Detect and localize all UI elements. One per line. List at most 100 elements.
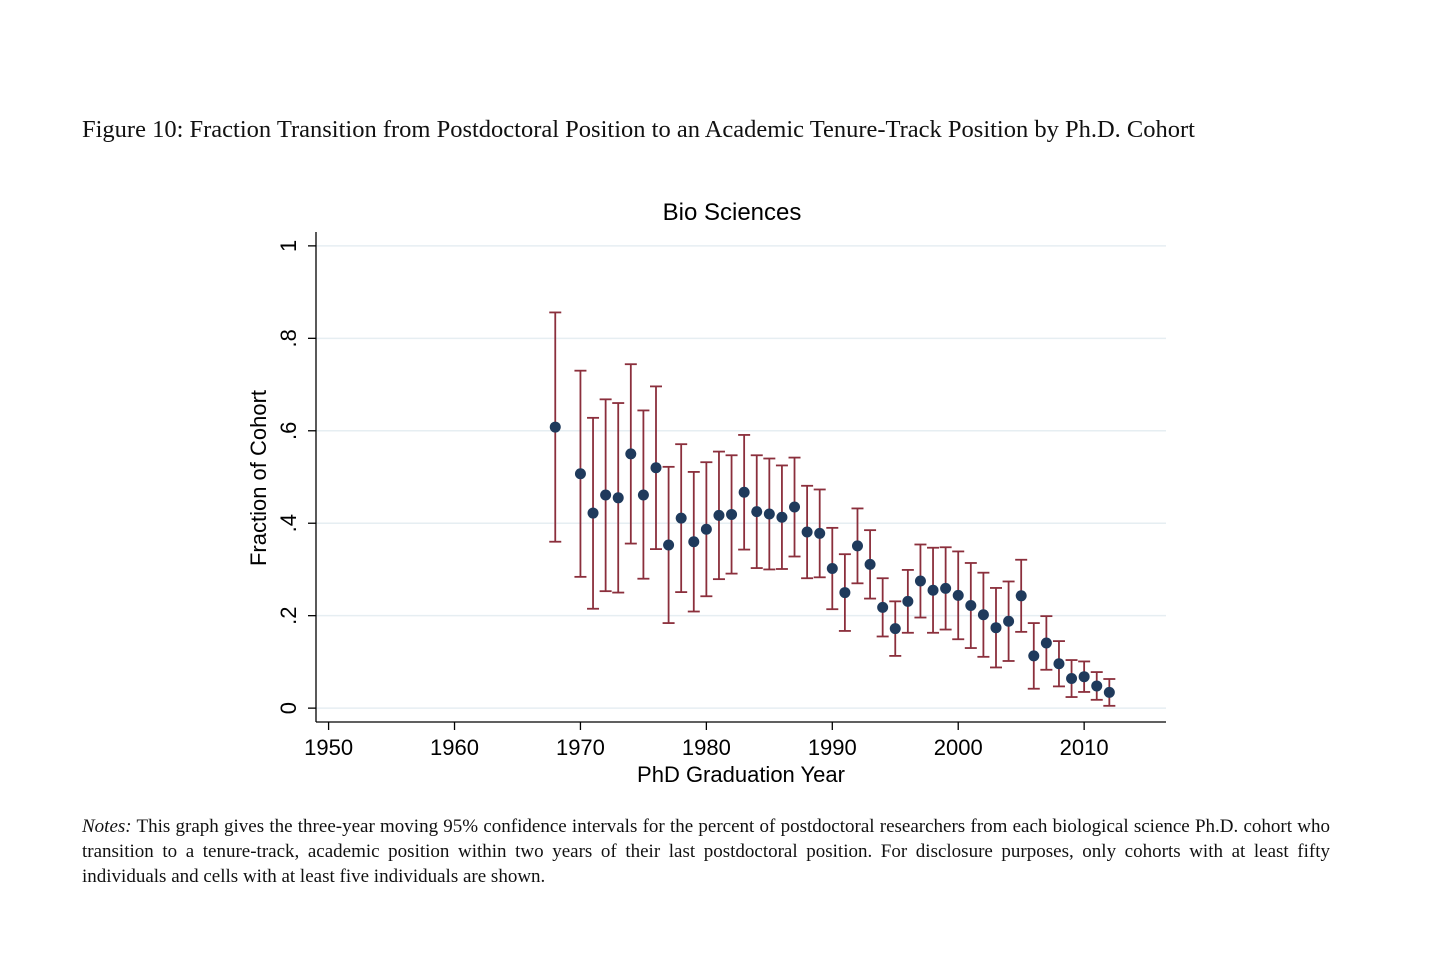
y-axis-label: Fraction of Cohort — [246, 390, 271, 566]
data-point-marker — [1078, 671, 1090, 683]
data-point-group — [901, 569, 914, 634]
data-point-group — [1103, 678, 1116, 707]
data-point-marker — [851, 540, 863, 552]
data-point-marker — [839, 587, 851, 599]
data-point-marker — [864, 558, 876, 570]
data-point-marker — [1003, 615, 1015, 627]
figure-notes: Notes: This graph gives the three-year m… — [82, 814, 1330, 889]
data-point-marker — [877, 601, 889, 613]
data-point-marker — [574, 468, 586, 480]
data-point-group — [725, 454, 738, 575]
data-point-marker — [902, 595, 914, 607]
data-point-marker — [1053, 658, 1065, 670]
data-point-marker — [1066, 673, 1078, 685]
notes-text: This graph gives the three-year moving 9… — [82, 816, 1330, 887]
data-point-group — [775, 464, 788, 570]
data-point-group — [964, 562, 977, 649]
data-point-marker — [600, 489, 612, 501]
data-point-group — [750, 454, 763, 569]
data-point-group — [549, 311, 562, 543]
data-point-marker — [650, 462, 662, 474]
data-point-group — [813, 488, 826, 579]
data-point-marker — [612, 492, 624, 504]
axes: 0 .2 .4 .6 .8 1 1950 1960 1970 1980 1990 2000 2010 — [276, 232, 1166, 760]
x-tick-label: 2000 — [934, 735, 983, 760]
data-point-group — [1052, 640, 1065, 688]
data-point-marker — [1028, 650, 1040, 662]
data-point-marker — [763, 508, 775, 520]
y-tick-label: .6 — [276, 422, 301, 440]
data-point-group — [851, 507, 864, 585]
data-point-group — [1040, 615, 1053, 671]
data-point-group — [1015, 558, 1028, 633]
data-point-marker — [801, 526, 813, 538]
data-point-marker — [713, 509, 725, 521]
data-point-marker — [952, 589, 964, 601]
data-marks — [549, 311, 1116, 707]
data-point-group — [939, 546, 952, 631]
data-point-marker — [814, 527, 826, 539]
data-point-group — [574, 369, 587, 578]
data-point-marker — [776, 511, 788, 523]
data-point-group — [1090, 671, 1103, 701]
data-point-marker — [726, 508, 738, 520]
data-point-group — [738, 434, 751, 551]
data-point-marker — [977, 609, 989, 621]
data-point-group — [700, 461, 713, 598]
data-point-group — [876, 577, 889, 638]
grid-lines — [316, 245, 1166, 709]
data-point-group — [687, 471, 700, 613]
data-point-group — [826, 526, 839, 611]
data-point-group — [624, 363, 637, 545]
data-point-marker — [889, 623, 901, 635]
data-point-marker — [826, 563, 838, 575]
data-point-group — [952, 550, 965, 641]
data-point-marker — [700, 523, 712, 535]
data-point-marker — [675, 512, 687, 524]
x-tick-label: 1990 — [808, 735, 857, 760]
data-point-group — [864, 529, 877, 600]
data-point-group — [587, 416, 600, 610]
y-tick-label: .2 — [276, 606, 301, 624]
x-tick-label: 1970 — [556, 735, 605, 760]
data-point-marker — [940, 582, 952, 594]
data-point-marker — [549, 421, 561, 433]
data-point-marker — [663, 539, 675, 551]
data-point-marker — [789, 501, 801, 513]
x-tick-label: 2010 — [1060, 735, 1109, 760]
data-point-marker — [965, 600, 977, 612]
x-axis-label: PhD Graduation Year — [637, 762, 845, 787]
data-point-marker — [990, 622, 1002, 634]
data-point-group — [788, 456, 801, 558]
data-point-group — [990, 587, 1002, 669]
data-point-group — [977, 571, 990, 658]
data-point-group — [650, 385, 662, 551]
data-point-marker — [1103, 686, 1115, 698]
data-point-marker — [751, 506, 763, 518]
data-point-group — [1002, 580, 1015, 662]
data-point-group — [838, 553, 851, 632]
data-point-marker — [914, 575, 926, 587]
figure-caption: Figure 10: Fraction Transition from Post… — [82, 116, 1195, 143]
data-point-group — [801, 484, 814, 580]
data-point-marker — [688, 536, 700, 548]
data-point-marker — [1040, 637, 1052, 649]
data-point-group — [637, 409, 650, 580]
data-point-group — [662, 465, 675, 624]
data-point-marker — [637, 489, 649, 501]
chart-title: Bio Sciences — [663, 199, 802, 226]
data-point-marker — [625, 448, 637, 460]
notes-label: Notes: — [82, 816, 132, 837]
data-point-marker — [738, 486, 750, 498]
data-point-marker — [927, 584, 939, 596]
y-tick-label: .4 — [276, 514, 301, 532]
y-tick-label: 1 — [276, 240, 301, 252]
data-point-marker — [1091, 680, 1103, 692]
data-point-group — [712, 450, 725, 581]
y-tick-label: 0 — [276, 702, 301, 714]
data-point-group — [927, 546, 940, 634]
data-point-group — [675, 443, 688, 594]
x-tick-label: 1980 — [682, 735, 731, 760]
x-tick-label: 1950 — [304, 735, 353, 760]
